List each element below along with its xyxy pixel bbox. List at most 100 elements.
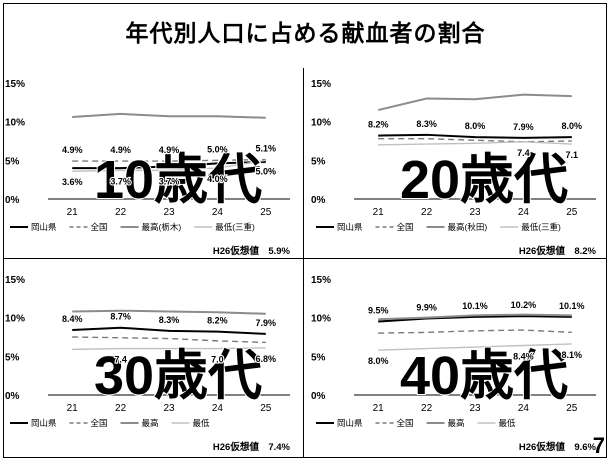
data-label: 3.7%: [110, 176, 131, 186]
y-tick-label: 10%: [311, 118, 331, 129]
data-label: 4.9%: [159, 145, 180, 155]
legend-entry: 最低(三重): [215, 222, 255, 232]
legend-entry: 最高: [448, 418, 465, 428]
legend-entry: 岡山県: [31, 222, 57, 232]
y-tick-label: 0%: [5, 391, 20, 402]
series-line-3: [378, 313, 572, 321]
y-tick-label: 0%: [311, 195, 326, 206]
data-label: 7.9%: [256, 318, 277, 328]
series-line-2: [378, 329, 572, 334]
y-tick-label: 0%: [311, 391, 326, 402]
x-tick-label: 24: [518, 403, 530, 414]
data-label: 10.1%: [462, 301, 488, 311]
y-tick-label: 0%: [5, 195, 20, 206]
decade-label: 40歳代: [400, 346, 568, 406]
y-tick-label: 5%: [5, 156, 20, 167]
x-tick-label: 24: [212, 403, 224, 414]
data-label: 7.0: [211, 355, 224, 365]
y-tick-label: 5%: [311, 352, 326, 363]
data-label: 4.0%: [207, 174, 228, 184]
data-label: 8.0%: [465, 121, 486, 131]
x-tick-label: 22: [421, 403, 433, 414]
estimate-caption: H26仮想値 7.4%: [213, 441, 291, 453]
page-number: 7: [592, 433, 605, 458]
legend-entry: 最高(栃木): [142, 222, 182, 232]
legend-entry: 岡山県: [337, 222, 363, 232]
y-tick-label: 15%: [311, 275, 331, 286]
decade-label: 30歳代: [94, 346, 262, 406]
data-label: 10.1%: [559, 301, 585, 311]
data-label: 8.7%: [110, 312, 131, 322]
data-label: 7.4: [114, 355, 127, 365]
series-line-4: [72, 159, 266, 172]
series-line-3: [72, 309, 266, 315]
legend-entry: 全国: [91, 418, 108, 428]
legend-entry: 岡山県: [31, 418, 57, 428]
series-line-2: [72, 158, 266, 162]
data-label: 8.4%: [62, 314, 83, 324]
legend-entry: 全国: [397, 418, 414, 428]
x-tick-label: 21: [67, 403, 79, 414]
x-tick-label: 21: [373, 403, 385, 414]
x-tick-label: 22: [115, 403, 127, 414]
x-tick-label: 21: [67, 207, 79, 218]
series-line-1: [378, 315, 572, 323]
legend-entry: 全国: [397, 222, 414, 232]
series-line-4: [72, 347, 266, 351]
series-line-2: [378, 137, 572, 143]
data-label: 5.0%: [256, 166, 277, 176]
data-label: 7.1: [566, 150, 579, 160]
legend-entry: 最低: [193, 418, 211, 428]
x-tick-label: 22: [421, 207, 433, 218]
data-label: 10.2%: [511, 300, 537, 310]
x-tick-label: 23: [469, 403, 481, 414]
data-label: 8.0%: [562, 121, 583, 131]
y-tick-label: 5%: [5, 352, 20, 363]
data-label: 8.0%: [368, 356, 389, 366]
data-label: 9.5%: [368, 306, 389, 316]
x-tick-label: 25: [566, 207, 578, 218]
y-tick-label: 10%: [311, 314, 331, 325]
decade-label: 10歳代: [94, 150, 262, 210]
data-label: 3.7%: [159, 176, 180, 186]
data-label: 4.9%: [110, 145, 131, 155]
data-label: 3.6%: [62, 177, 83, 187]
data-label: 8.1%: [562, 350, 583, 360]
data-label: 8.3%: [416, 119, 437, 129]
slide-frame: [3, 3, 607, 458]
y-tick-label: 15%: [5, 79, 25, 90]
x-tick-label: 25: [260, 403, 272, 414]
slide-title: 年代別人口に占める献血者の割合: [125, 21, 486, 47]
divider-vertical: [303, 68, 304, 458]
legend-entry: 岡山県: [337, 418, 363, 428]
series-line-4: [378, 141, 572, 146]
y-tick-label: 10%: [5, 118, 25, 129]
x-tick-label: 21: [373, 207, 385, 218]
x-tick-label: 23: [163, 207, 175, 218]
series-line-4: [378, 343, 572, 351]
estimate-caption: H26仮想値 8.2%: [519, 245, 597, 257]
estimate-caption: H26仮想値 5.9%: [213, 245, 291, 257]
legend-entry: 最高: [142, 418, 159, 428]
x-tick-label: 25: [566, 403, 578, 414]
x-tick-label: 24: [212, 207, 224, 218]
series-line-1: [72, 160, 266, 170]
data-label: 4.9%: [62, 145, 83, 155]
data-label: 5.0%: [207, 144, 228, 154]
series-line-1: [378, 133, 572, 139]
data-label: 8.2%: [207, 316, 228, 326]
divider-horizontal: [3, 258, 607, 259]
legend-entry: 全国: [91, 222, 108, 232]
data-label: 6.8%: [256, 354, 277, 364]
x-tick-label: 25: [260, 207, 272, 218]
series-line-2: [72, 336, 266, 344]
legend-entry: 最低(三重): [521, 222, 561, 232]
data-label: 8.3%: [159, 315, 180, 325]
legend-entry: 最低: [499, 418, 517, 428]
data-label: 9.9%: [416, 302, 437, 312]
